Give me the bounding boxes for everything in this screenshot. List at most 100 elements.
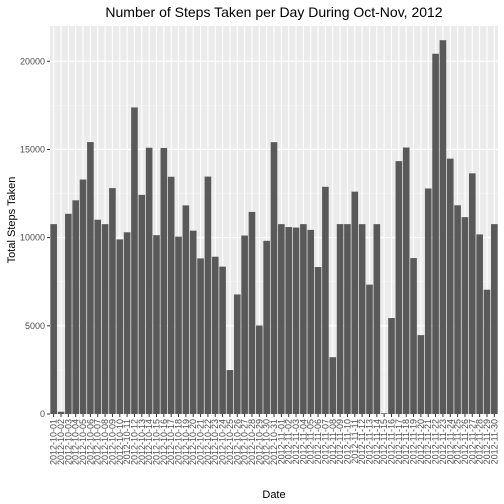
bar-2012-10-13 xyxy=(138,194,146,414)
bar-2012-11-06 xyxy=(314,267,322,414)
bar-2012-10-04 xyxy=(72,200,80,414)
x-tick-label: 2012-10-26 xyxy=(232,419,242,465)
bar-2012-10-26 xyxy=(233,294,241,414)
bar-2012-11-22 xyxy=(432,53,439,414)
x-tick-label: 2012-11-10 xyxy=(342,419,352,464)
bar-2012-10-30 xyxy=(263,240,270,414)
x-tick-label: 2012-11-22 xyxy=(431,419,441,464)
x-tick-label: 2012-11-26 xyxy=(460,419,470,464)
x-tick-label: 2012-10-19 xyxy=(181,419,191,465)
bar-2012-11-02 xyxy=(285,227,292,414)
x-tick-label: 2012-10-13 xyxy=(137,419,147,465)
x-tick-label: 2012-11-25 xyxy=(453,419,463,464)
x-tick-label: 2012-11-04 xyxy=(298,419,308,464)
bar-2012-10-15 xyxy=(153,235,160,414)
x-tick-label: 2012-10-07 xyxy=(93,419,103,465)
bar-2012-11-17 xyxy=(395,161,403,414)
x-tick-label: 2012-11-24 xyxy=(445,419,455,464)
x-tick-label: 2012-10-18 xyxy=(174,419,184,465)
x-tick-label: 2012-10-03 xyxy=(63,419,73,465)
bar-2012-11-20 xyxy=(417,335,425,414)
y-tick-label: 0 xyxy=(40,409,45,419)
x-tick-label: 2012-10-30 xyxy=(262,419,272,465)
y-tick-label: 5000 xyxy=(25,321,45,331)
bar-2012-11-26 xyxy=(461,217,469,414)
x-tick-label: 2012-11-12 xyxy=(357,419,367,464)
x-tick-label: 2012-11-18 xyxy=(401,419,411,464)
x-tick-label: 2012-10-28 xyxy=(247,419,257,465)
x-tick-label: 2012-11-15 xyxy=(379,419,389,464)
bar-2012-10-01 xyxy=(50,224,57,414)
bar-2012-11-28 xyxy=(476,234,483,414)
bar-2012-11-16 xyxy=(388,318,395,414)
x-tick-label: 2012-11-16 xyxy=(387,419,397,464)
x-tick-label: 2012-10-15 xyxy=(151,419,161,465)
bar-2012-11-19 xyxy=(410,258,417,414)
bar-2012-10-02 xyxy=(57,411,65,414)
x-tick-label: 2012-10-04 xyxy=(71,419,81,465)
x-tick-label: 2012-10-06 xyxy=(85,419,95,465)
x-tick-label: 2012-11-07 xyxy=(320,419,330,464)
bar-2012-11-09 xyxy=(336,224,344,414)
x-tick-label: 2012-10-27 xyxy=(240,419,250,465)
x-tick-label: 2012-10-29 xyxy=(254,419,264,465)
x-axis-title: Date xyxy=(262,489,285,501)
x-axis-ticks: 2012-10-012012-10-022012-10-032012-10-04… xyxy=(49,414,499,465)
bar-2012-11-12 xyxy=(358,224,366,414)
bar-2012-11-07 xyxy=(322,186,329,414)
bar-2012-10-11 xyxy=(123,232,131,414)
y-tick-label: 10000 xyxy=(20,233,45,243)
bar-2012-11-23 xyxy=(439,40,447,415)
x-tick-label: 2012-11-14 xyxy=(372,419,382,464)
x-tick-label: 2012-10-21 xyxy=(196,419,206,465)
x-tick-label: 2012-11-17 xyxy=(394,419,404,464)
bar-2012-10-03 xyxy=(65,213,72,414)
bar-2012-10-19 xyxy=(182,205,190,414)
bar-2012-10-23 xyxy=(211,256,219,414)
bar-2012-10-31 xyxy=(270,142,278,415)
bar-2012-10-25 xyxy=(226,370,234,414)
bar-2012-10-09 xyxy=(109,188,116,414)
bar-2012-10-21 xyxy=(197,258,204,414)
bar-2012-10-28 xyxy=(248,211,256,414)
x-tick-label: 2012-11-28 xyxy=(475,419,485,464)
x-tick-label: 2012-11-11 xyxy=(350,419,360,464)
bar-2012-10-12 xyxy=(131,107,138,414)
x-tick-label: 2012-11-09 xyxy=(335,419,345,464)
bar-2012-11-11 xyxy=(351,191,359,414)
x-tick-label: 2012-10-17 xyxy=(166,419,176,465)
x-tick-label: 2012-10-14 xyxy=(144,419,154,465)
bars xyxy=(50,40,498,415)
bar-2012-10-18 xyxy=(175,236,182,414)
bar-2012-11-03 xyxy=(292,227,300,414)
x-tick-label: 2012-11-20 xyxy=(416,419,426,464)
bar-2012-11-15 xyxy=(380,413,388,414)
x-tick-label: 2012-11-29 xyxy=(482,419,492,464)
x-tick-label: 2012-11-03 xyxy=(291,419,301,464)
x-tick-label: 2012-10-25 xyxy=(225,419,235,465)
bar-2012-11-25 xyxy=(454,205,461,414)
bar-2012-11-24 xyxy=(446,158,454,414)
x-tick-label: 2012-10-01 xyxy=(49,419,59,465)
x-tick-label: 2012-10-31 xyxy=(269,419,279,465)
x-tick-label: 2012-10-11 xyxy=(122,419,132,464)
x-tick-label: 2012-10-16 xyxy=(159,419,169,465)
y-axis-title: Total Steps Taken xyxy=(6,177,18,264)
bar-2012-10-14 xyxy=(145,147,153,414)
x-tick-label: 2012-11-01 xyxy=(276,419,286,464)
x-tick-label: 2012-10-05 xyxy=(78,419,88,465)
bar-2012-10-24 xyxy=(219,266,226,414)
x-tick-label: 2012-10-22 xyxy=(203,419,213,465)
x-tick-label: 2012-11-05 xyxy=(306,419,316,464)
bar-2012-10-06 xyxy=(87,142,94,414)
bar-2012-10-29 xyxy=(256,325,263,414)
bar-2012-10-27 xyxy=(241,235,248,414)
x-tick-label: 2012-11-08 xyxy=(328,419,338,464)
x-tick-label: 2012-11-21 xyxy=(423,419,433,464)
x-tick-label: 2012-11-02 xyxy=(284,419,294,464)
bar-2012-11-04 xyxy=(300,224,307,414)
bar-2012-11-10 xyxy=(344,224,351,414)
bar-2012-11-30 xyxy=(491,224,498,414)
bar-2012-10-10 xyxy=(116,239,124,414)
